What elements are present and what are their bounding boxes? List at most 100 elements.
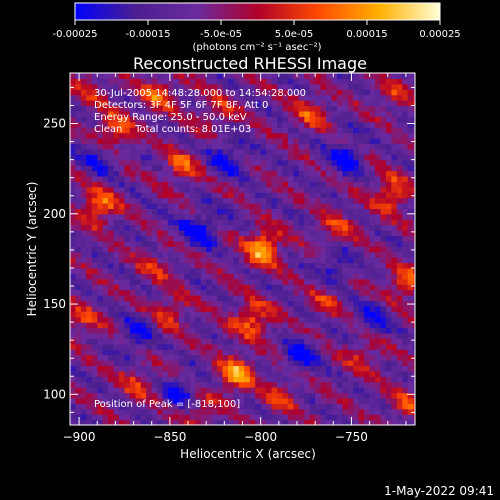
heatmap-cell — [189, 397, 196, 404]
heatmap-cell — [227, 267, 235, 274]
heatmap-cell — [162, 332, 169, 339]
heatmap-cell — [266, 175, 273, 182]
heatmap-cell — [364, 83, 371, 90]
heatmap-cell — [233, 159, 240, 166]
heatmap-cell — [396, 127, 403, 134]
heatmap-cell — [282, 235, 289, 242]
heatmap-cell — [244, 273, 251, 280]
heatmap-cell — [211, 316, 218, 323]
heatmap-cell — [157, 143, 164, 150]
heatmap-cell — [342, 403, 349, 410]
heatmap-cell — [391, 165, 398, 172]
heatmap-cell — [124, 246, 131, 253]
heatmap-cell — [200, 94, 207, 101]
heatmap-cell — [129, 240, 136, 247]
heatmap-cell — [304, 273, 311, 280]
heatmap-cell — [206, 349, 213, 356]
heatmap-cell — [189, 257, 196, 264]
heatmap-cell — [413, 137, 415, 144]
heatmap-cell — [119, 127, 126, 134]
heatmap-cell — [347, 224, 354, 231]
heatmap-cell — [222, 354, 229, 361]
heatmap-cell — [277, 284, 284, 291]
heatmap-cell — [353, 148, 360, 155]
heatmap-cell — [146, 78, 153, 85]
heatmap-cell — [369, 246, 376, 253]
heatmap-cell — [222, 278, 229, 285]
heatmap-cell — [369, 289, 376, 296]
heatmap-cell — [336, 83, 343, 90]
heatmap-cell — [113, 73, 120, 80]
heatmap-cell — [135, 197, 142, 204]
heatmap-cell — [402, 170, 409, 177]
heatmap-cell — [347, 332, 354, 339]
heatmap-cell — [402, 289, 409, 296]
heatmap-cell — [108, 148, 115, 155]
heatmap-cell — [119, 154, 126, 161]
heatmap-cell — [293, 295, 300, 302]
heatmap-cell — [151, 181, 158, 188]
heatmap-cell — [178, 100, 185, 107]
heatmap-cell — [184, 105, 191, 112]
heatmap-cell — [304, 262, 311, 269]
heatmap-cell — [244, 246, 251, 253]
heatmap-cell — [217, 305, 224, 312]
heatmap-cell — [75, 170, 82, 177]
heatmap-cell — [189, 192, 196, 199]
heatmap-cell — [244, 408, 251, 415]
heatmap-cell — [249, 257, 256, 264]
heatmap-cell — [102, 387, 109, 394]
heatmap-cell — [331, 240, 338, 247]
heatmap-cell — [233, 338, 240, 345]
heatmap-cell — [124, 170, 131, 177]
heatmap-cell — [402, 100, 409, 107]
heatmap-cell — [293, 240, 300, 247]
heatmap-cell — [97, 154, 104, 161]
heatmap-cell — [282, 89, 289, 96]
heatmap-cell — [162, 197, 169, 204]
heatmap-cell — [113, 83, 120, 90]
heatmap-cell — [380, 370, 387, 377]
heatmap-cell — [347, 251, 354, 258]
heatmap-cell — [151, 419, 158, 425]
heatmap-cell — [293, 305, 300, 312]
heatmap-cell — [189, 343, 196, 350]
heatmap-cell — [413, 170, 415, 177]
heatmap-cell — [113, 381, 120, 388]
heatmap-cell — [244, 186, 251, 193]
heatmap-cell — [124, 273, 131, 280]
heatmap-cell — [342, 83, 349, 90]
heatmap-cell — [102, 354, 109, 361]
heatmap-cell — [75, 365, 82, 372]
heatmap-cell — [249, 365, 256, 372]
heatmap-cell — [309, 121, 316, 128]
heatmap-cell — [375, 78, 382, 85]
heatmap-cell — [277, 322, 284, 329]
heatmap-cell — [260, 338, 267, 345]
heatmap-cell — [315, 132, 322, 139]
heatmap-cell — [189, 289, 196, 296]
heatmap-cell — [86, 154, 93, 161]
heatmap-cell — [396, 181, 403, 188]
heatmap-cell — [119, 338, 126, 345]
heatmap-cell — [129, 94, 136, 101]
heatmap-cell — [298, 305, 305, 312]
heatmap-cell — [336, 284, 343, 291]
heatmap-cell — [336, 381, 343, 388]
heatmap-cell — [407, 300, 414, 307]
heatmap-cell — [70, 110, 77, 117]
heatmap-cell — [238, 121, 245, 128]
heatmap-cell — [266, 414, 273, 421]
heatmap-cell — [129, 338, 136, 345]
heatmap-cell — [396, 186, 403, 193]
heatmap-cell — [129, 78, 136, 85]
heatmap-cell — [97, 370, 104, 377]
heatmap-cell — [227, 316, 235, 323]
heatmap-cell — [309, 186, 316, 193]
heatmap-cell — [162, 89, 169, 96]
heatmap-cell — [391, 376, 398, 383]
heatmap-cell — [396, 267, 403, 274]
heatmap-cell — [80, 376, 87, 383]
heatmap-cell — [369, 327, 376, 334]
heatmap-cell — [135, 349, 142, 356]
